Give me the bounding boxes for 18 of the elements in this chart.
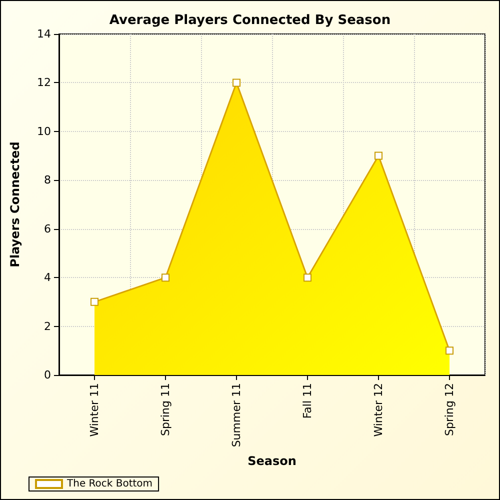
x-tick-label: Fall 11	[301, 383, 314, 419]
chart-title: Average Players Connected By Season	[109, 13, 391, 28]
x-tick-label: Summer 11	[230, 383, 243, 448]
y-tick-label: 6	[44, 222, 51, 236]
y-tick-label: 14	[37, 28, 51, 40]
y-tick-label: 10	[37, 124, 51, 138]
y-tick-label: 2	[44, 320, 51, 333]
x-tick-label: Winter 12	[372, 383, 385, 437]
x-tick-label: Winter 11	[88, 383, 101, 437]
y-tick-label: 12	[37, 76, 51, 90]
y-tick-label: 0	[44, 368, 51, 382]
x-tick-label: Spring 12	[443, 383, 456, 436]
x-tick-label: Spring 11	[159, 383, 172, 436]
y-tick-label: 4	[44, 271, 51, 284]
y-axis-title: Players Connected	[8, 142, 22, 268]
legend-label: The Rock Bottom	[66, 478, 153, 490]
x-axis-title: Season	[248, 454, 296, 468]
y-tick-label: 8	[44, 174, 51, 187]
